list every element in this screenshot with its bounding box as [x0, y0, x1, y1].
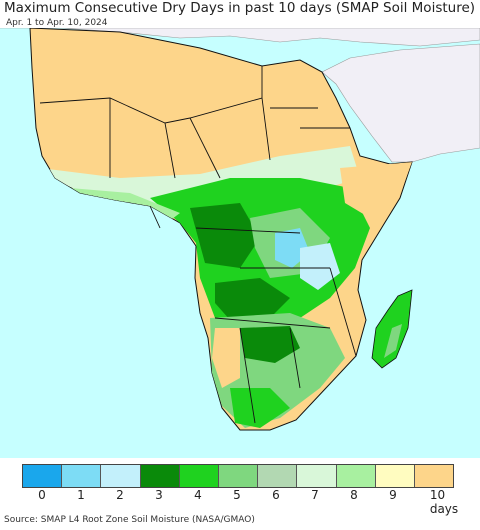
- legend-swatch-4: [179, 465, 219, 487]
- source-credit: Source: SMAP L4 Root Zone Soil Moisture …: [4, 515, 255, 525]
- legend-colorbar: [22, 464, 454, 488]
- legend-swatch-10: [414, 465, 454, 487]
- legend-swatch-9: [375, 465, 415, 487]
- legend-tick-label: 3: [155, 488, 163, 502]
- legend-tick-label: 6: [272, 488, 280, 502]
- arabian-peninsula: [321, 43, 480, 163]
- legend-tick-label: 9: [389, 488, 397, 502]
- map-title: Maximum Consecutive Dry Days in past 10 …: [4, 0, 476, 16]
- legend-swatch-2: [101, 465, 141, 487]
- legend-swatch-8: [336, 465, 376, 487]
- legend-swatch-0: [23, 465, 63, 487]
- legend-swatch-1: [62, 465, 102, 487]
- legend-tick-label: 4: [194, 488, 202, 502]
- africa-map: [0, 28, 480, 458]
- legend-swatch-5: [218, 465, 259, 487]
- legend-swatch-3: [140, 465, 180, 487]
- legend-swatch-6: [258, 465, 298, 487]
- legend-tick-label: 1: [77, 488, 85, 502]
- legend-tick-label: 7: [311, 488, 319, 502]
- legend-swatch-7: [297, 465, 337, 487]
- legend-tick-label: 0: [38, 488, 46, 502]
- legend-tick-label: 8: [350, 488, 358, 502]
- legend-tick-label: 2: [116, 488, 124, 502]
- legend-tick-label: 10 days: [429, 488, 459, 516]
- date-range: Apr. 1 to Apr. 10, 2024: [4, 18, 110, 28]
- country-borders: [39, 66, 357, 424]
- legend-ticks: 0 1 2 3 4 5 6 7 8 9 10 days: [22, 488, 458, 516]
- legend-tick-label: 5: [233, 488, 241, 502]
